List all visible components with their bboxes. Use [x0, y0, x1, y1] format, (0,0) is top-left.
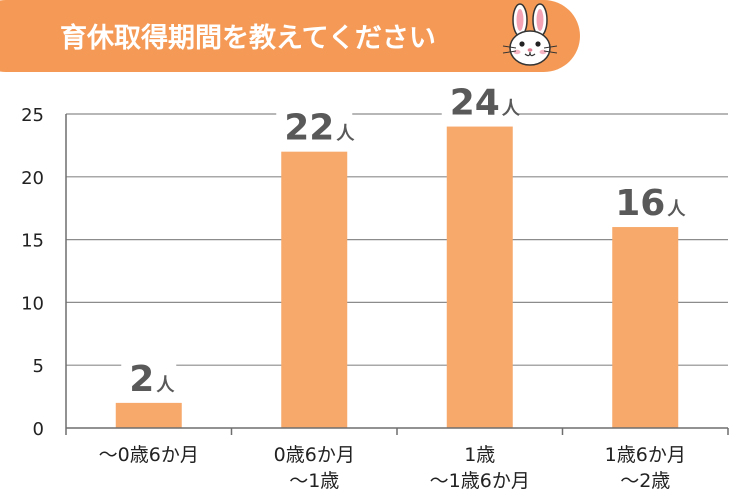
data-label-value: 22 — [284, 108, 334, 149]
data-label-text: 22 人 — [284, 108, 355, 149]
data-label-text: 24 人 — [450, 83, 521, 124]
x-tick-label: 1歳6か月 — [605, 444, 686, 466]
x-tick-label: 0歳6か月 — [274, 444, 355, 466]
y-tick-label: 20 — [21, 168, 44, 189]
title-banner-bg — [0, 0, 580, 72]
x-tick-label: 1歳 — [464, 444, 495, 466]
title-banner: 育休取得期間を教えてください — [0, 0, 580, 72]
data-label-bg — [276, 107, 353, 148]
data-label-unit: 人 — [156, 375, 175, 396]
x-tick-label: ～0歳6か月 — [99, 444, 199, 466]
data-label-unit: 人 — [667, 199, 686, 220]
y-tick-label: 10 — [21, 293, 44, 314]
data-label-unit: 人 — [336, 124, 355, 145]
data-label-value: 2 — [129, 359, 154, 400]
data-label: 24 人 — [441, 82, 521, 124]
rabbit-face — [509, 30, 551, 66]
rabbit-icon — [502, 3, 558, 66]
rabbit-mouth — [524, 51, 536, 57]
rabbit-whisker-r2 — [543, 50, 558, 54]
rabbit-right-ear-inner — [536, 9, 544, 31]
bar — [115, 402, 182, 428]
rabbit-left-eye — [519, 41, 525, 47]
data-label-bg — [441, 82, 518, 123]
rabbit-nose — [527, 48, 533, 52]
bar — [281, 151, 348, 428]
data-label-unit: 人 — [502, 99, 521, 120]
axes: 0 5 10 15 20 25 ～0歳6か月 0歳6か月 ～1歳 1歳 ～1歳6か月 1歳6か月 ～2歳 — [21, 105, 729, 492]
data-label: 22 人 — [276, 108, 355, 149]
rabbit-left-ear-inner — [516, 9, 524, 31]
x-tick-label: ～1歳6か月 — [430, 470, 530, 492]
rabbit-right-eye — [535, 41, 541, 47]
bar — [446, 126, 513, 428]
y-tick-label: 15 — [21, 231, 44, 252]
data-label-value: 16 — [615, 183, 665, 224]
y-tick-label: 25 — [21, 105, 44, 126]
rabbit-left-cheek — [513, 49, 521, 55]
chart-title: 育休取得期間を教えてください — [60, 22, 436, 54]
data-label: 16 人 — [607, 183, 686, 224]
bars — [115, 126, 679, 428]
x-tick-label: ～1歳 — [289, 470, 339, 492]
rabbit-whisker-l2 — [502, 50, 517, 54]
data-label-bg — [121, 358, 177, 399]
data-label-bg — [607, 183, 684, 224]
y-tick-label: 5 — [33, 356, 44, 377]
data-labels: 2 人22 人24 人16 人 — [121, 82, 686, 400]
rabbit-whisker-l1 — [502, 45, 517, 49]
x-tick-label: ～2歳 — [620, 470, 670, 492]
y-tick-label: 0 — [33, 419, 44, 440]
rabbit-right-cheek — [539, 49, 547, 55]
data-label-value: 24 — [450, 83, 500, 124]
data-label-text: 16 人 — [615, 183, 686, 224]
rabbit-whisker-r1 — [543, 45, 558, 49]
bar — [612, 227, 679, 428]
